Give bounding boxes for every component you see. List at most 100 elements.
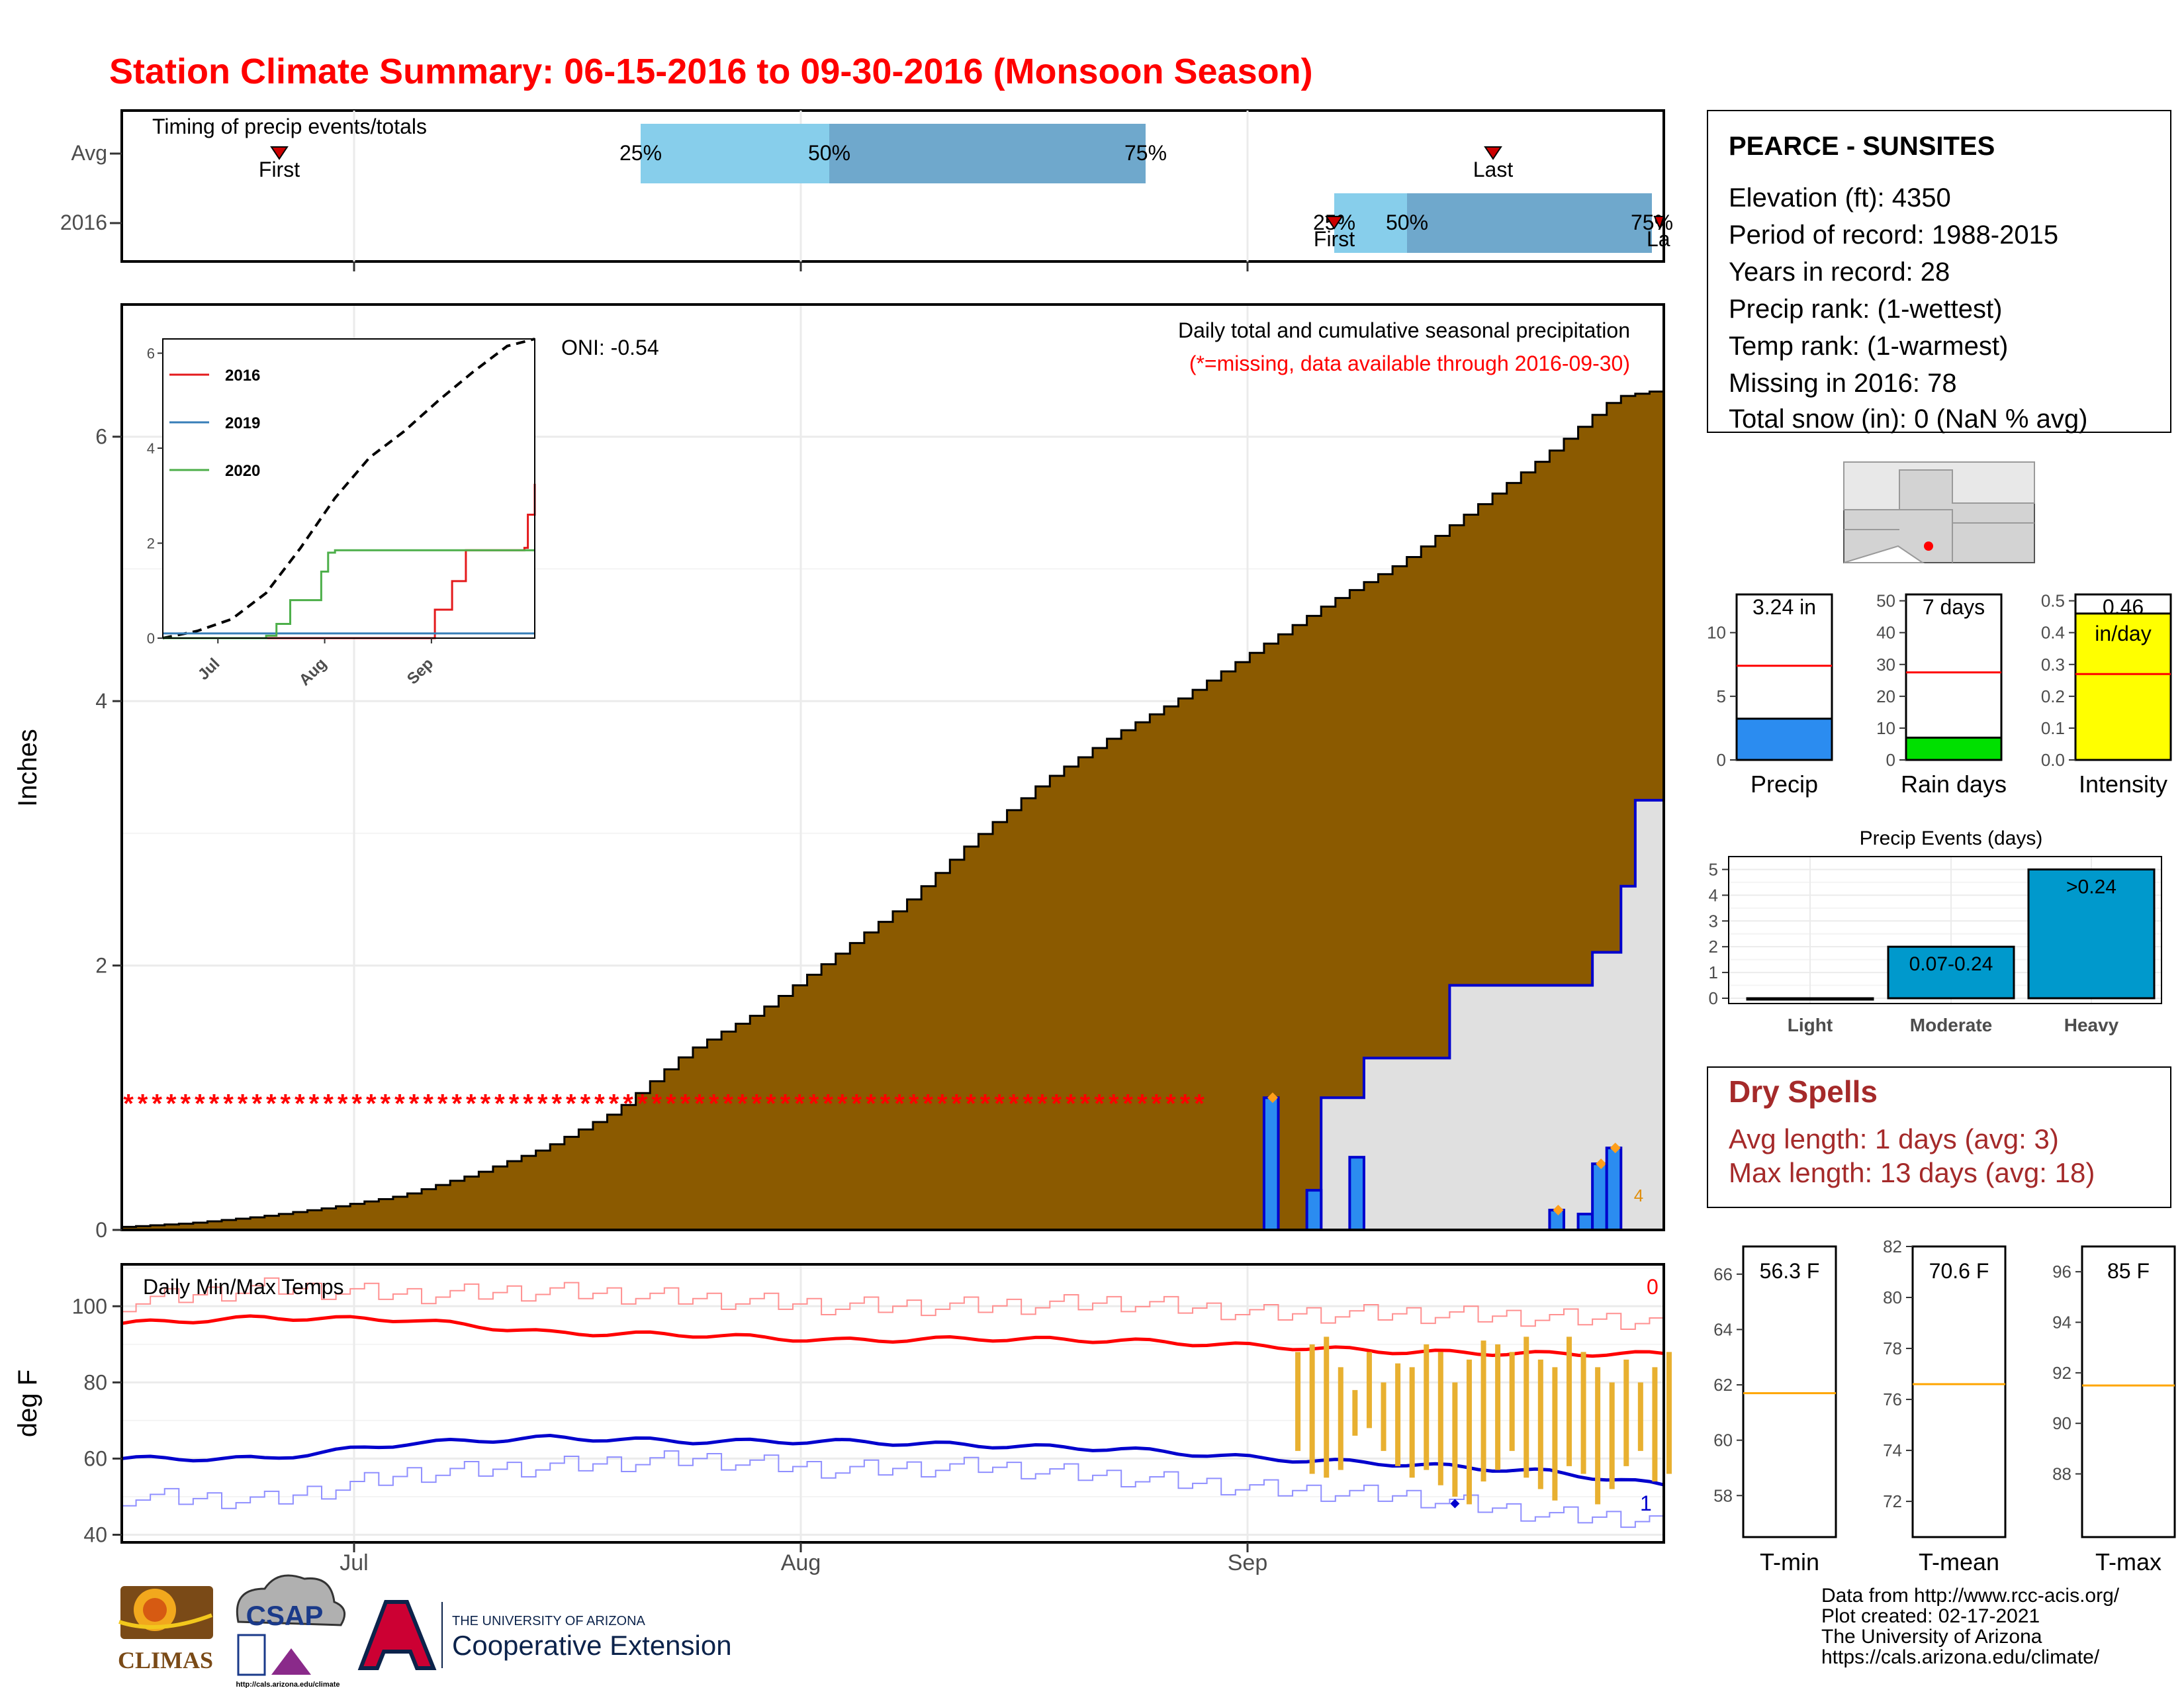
missing-marker: * (381, 1089, 391, 1118)
temp-record-max-line (122, 1277, 1664, 1330)
cumulative-2016-area (122, 798, 1665, 1231)
gauge-tick-label: 0.2 (2041, 686, 2065, 706)
events-y-tick-label: 2 (1709, 937, 1718, 957)
temp-gauge-t-mean: 70.6 F 72 74 76 78 80 82 T-mean (1883, 1237, 2007, 1575)
station-years: Years in record: 28 (1729, 258, 1950, 287)
precip-panel-label: Daily total and cumulative seasonal prec… (1178, 318, 1630, 342)
missing-marker: * (637, 1089, 648, 1118)
gauge-intensity: 0.46 in/day 0.0 0.1 0.2 0.3 0.4 0.5 Intensity (2041, 591, 2172, 798)
gauge-frame (1905, 593, 2003, 761)
inset-y-tick-label: 4 (147, 440, 155, 457)
precip-event-marker (1553, 1205, 1564, 1216)
inset-y-tick-label: 0 (147, 630, 155, 647)
temp-gauge-tick-label: 96 (2052, 1262, 2071, 1282)
missing-marker: * (323, 1089, 334, 1118)
timing-avg-p75: 75% (1124, 141, 1167, 165)
missing-marker: * (994, 1089, 1005, 1118)
inset-frame (162, 338, 535, 639)
temp-gauge-label: T-mean (1919, 1548, 1999, 1575)
gauge-precip: 3.24 in 0 5 10 Precip (1707, 593, 1833, 798)
timing-2016-first-marker (1325, 216, 1343, 230)
temp-gauge-tick-label: 92 (2052, 1363, 2071, 1383)
missing-marker: * (537, 1089, 548, 1118)
missing-marker: * (494, 1089, 505, 1118)
oni-value: ONI: -0.54 (561, 336, 659, 359)
timing-panel: Timing of precip events/totals Avg 2016 … (60, 109, 1673, 271)
missing-marker: * (351, 1089, 362, 1118)
temp-gauge-value: 85 F (2107, 1259, 2150, 1283)
missing-marker: * (1080, 1089, 1091, 1118)
events-category-label: Light (1788, 1015, 1833, 1035)
timing-avg-p25: 25% (619, 141, 662, 165)
missing-marker: * (551, 1089, 562, 1118)
events-bar-heavy (2027, 868, 2156, 1000)
missing-marker: * (880, 1089, 891, 1118)
temp-gauge-tick-label: 60 (1713, 1430, 1733, 1450)
timing-2016-first: First (1314, 227, 1355, 251)
missing-marker: * (837, 1089, 848, 1118)
temp-panel-frame (120, 1263, 1665, 1544)
missing-marker: * (195, 1089, 205, 1118)
missing-marker: * (123, 1089, 134, 1118)
x-tick-jul: Jul (340, 1550, 368, 1575)
precip-y-tick-label: 0 (95, 1218, 107, 1242)
temp-gauge-frame (1911, 1245, 2007, 1538)
gauge-tick-label: 40 (1876, 623, 1895, 643)
temp-gauge-tick-label: 78 (1883, 1338, 1902, 1358)
timing-row-2016: 2016 (60, 211, 107, 234)
missing-marker: * (1052, 1089, 1062, 1118)
gauge-tick-label: 0.1 (2041, 718, 2065, 738)
footer-data-source: Data from http://www.rcc-acis.org/ (1821, 1585, 2120, 1607)
dry-spells-max: Max length: 13 days (avg: 18) (1729, 1157, 2095, 1188)
temp-gauge-t-min: 56.3 F 58 60 62 64 66 T-min (1713, 1245, 1837, 1575)
missing-marker: * (451, 1089, 462, 1118)
station-period: Period of record: 1988-2015 (1729, 220, 2058, 250)
events-y-tick-label: 4 (1709, 885, 1718, 905)
missing-marker: * (952, 1089, 962, 1118)
temp-avg-max-line (121, 1314, 1664, 1358)
precip-marker-count: 4 (1634, 1186, 1643, 1205)
gauge-bar (2074, 612, 2172, 761)
timing-avg-p50: 50% (808, 141, 850, 165)
missing-marker: * (566, 1089, 576, 1118)
temp-y-tick-label: 40 (83, 1523, 107, 1546)
missing-marker: * (523, 1089, 533, 1118)
station-location-dot (1924, 541, 1933, 551)
missing-marker: * (394, 1089, 405, 1118)
events-frame-top (1728, 856, 2162, 1004)
missing-marker: * (909, 1089, 919, 1118)
precip-panel-missing-note: (*=missing, data available through 2016-… (1189, 352, 1630, 375)
missing-marker: * (651, 1089, 662, 1118)
temp-gauge-frame (2081, 1245, 2176, 1538)
missing-marker: * (709, 1089, 719, 1118)
station-snow: Total snow (in): 0 (NaN % avg) (1729, 404, 2087, 434)
gauge-tick-label: 0.0 (2041, 750, 2065, 770)
missing-marker: * (295, 1089, 305, 1118)
timing-2016-last: La (1647, 227, 1670, 251)
missing-marker: * (251, 1089, 262, 1118)
gauge-tick-label: 20 (1876, 686, 1895, 706)
footer-credits: Data from http://www.rcc-acis.org/ Plot … (1821, 1585, 2120, 1668)
temp-gauge-tick-label: 82 (1883, 1237, 1902, 1256)
missing-marker: * (780, 1089, 791, 1118)
temp-ylabel: deg F (13, 1370, 42, 1437)
inset-data-layer (162, 338, 536, 639)
station-precip-rank: Precip rank: (1-wettest) (1729, 295, 2002, 324)
gauge-tick-label: 50 (1876, 591, 1895, 611)
missing-marker: * (1023, 1089, 1033, 1118)
station-temp-rank: Temp rank: (1-warmest) (1729, 332, 2008, 361)
station-elevation: Elevation (ft): 4350 (1729, 183, 1951, 212)
gauge-value: 0.46 (2103, 595, 2144, 619)
missing-marker: * (923, 1089, 933, 1118)
footer-plot-created: Plot created: 02-17-2021 (1821, 1605, 2040, 1627)
missing-marker: * (1165, 1089, 1176, 1118)
timing-2016-50-75-bar (1407, 193, 1652, 253)
missing-marker: * (209, 1089, 220, 1118)
missing-marker: * (980, 1089, 991, 1118)
precip-y-tick-label: 2 (95, 954, 107, 978)
temp-record-min-line (122, 1450, 1664, 1528)
precip-panel-frame (120, 303, 1665, 1231)
temp-y-tick-label: 60 (83, 1446, 107, 1470)
temperature-gauges: 56.3 F 58 60 62 64 66 T-min 70.6 F 72 74 76 78 80 82 T… (1713, 1237, 2176, 1575)
gauge-label: Rain days (1901, 771, 2007, 798)
